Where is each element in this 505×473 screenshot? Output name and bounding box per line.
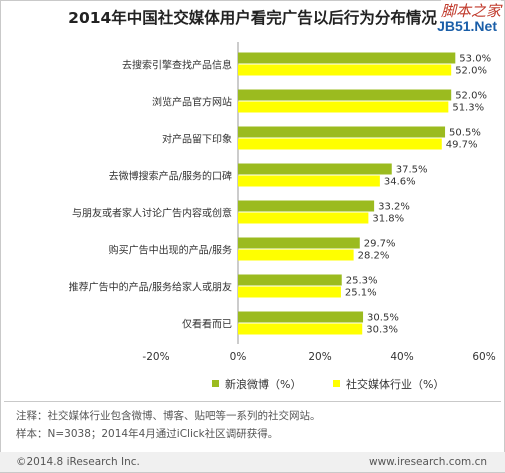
data-label: 25.3% bbox=[346, 276, 378, 287]
bar-weibo bbox=[238, 89, 452, 101]
watermark-url: JB51.Net bbox=[437, 18, 497, 34]
bar-social-media bbox=[238, 323, 363, 335]
data-label: 52.0% bbox=[455, 91, 487, 102]
x-tick-label: 40% bbox=[390, 351, 413, 363]
data-label: 31.8% bbox=[372, 214, 404, 225]
category-label: 与朋友或者家人讨论广告内容或创意 bbox=[72, 207, 232, 220]
category-label: 仅看看而已 bbox=[182, 318, 232, 331]
bar-weibo bbox=[238, 311, 364, 323]
bar-weibo bbox=[238, 200, 375, 212]
legend-item-weibo: 新浪微博（%） bbox=[212, 376, 301, 392]
bar-weibo bbox=[238, 163, 392, 175]
watermark-text: 脚本之家 bbox=[440, 0, 501, 21]
bar-social-media bbox=[238, 286, 341, 298]
bar-weibo bbox=[238, 52, 456, 64]
x-tick-label: 0% bbox=[230, 351, 247, 363]
category-label: 去微博搜索产品/服务的口碑 bbox=[109, 170, 232, 183]
data-label: 30.5% bbox=[367, 313, 399, 324]
footer-bar bbox=[0, 452, 505, 472]
data-label: 52.0% bbox=[455, 66, 487, 77]
data-label: 33.2% bbox=[378, 202, 410, 213]
bar-social-media bbox=[238, 212, 369, 224]
data-label: 28.2% bbox=[358, 251, 390, 262]
bar-social-media bbox=[238, 249, 354, 261]
bar-social-media bbox=[238, 101, 449, 113]
legend-swatch-weibo bbox=[212, 380, 219, 387]
x-tick-label: -20% bbox=[142, 351, 169, 363]
category-label: 对产品留下印象 bbox=[162, 133, 232, 146]
data-label: 34.6% bbox=[384, 177, 416, 188]
copyright: ©2014.8 iResearch Inc. bbox=[16, 456, 140, 468]
legend-label-social-media: 社交媒体行业（%） bbox=[345, 378, 445, 391]
bar-chart: 去搜索引擎查找产品信息53.0%52.0%浏览产品官方网站52.0%51.3%对… bbox=[69, 42, 496, 363]
data-label: 37.5% bbox=[396, 165, 428, 176]
data-label: 25.1% bbox=[345, 288, 377, 299]
data-label: 29.7% bbox=[364, 239, 396, 250]
legend-swatch-social-media bbox=[332, 380, 340, 387]
legend-label-weibo: 新浪微博（%） bbox=[225, 378, 302, 391]
bar-social-media bbox=[238, 175, 380, 187]
data-label: 49.7% bbox=[446, 140, 478, 151]
website-link[interactable]: www.iresearch.com.cn bbox=[368, 456, 487, 468]
category-label: 购买广告中出现的产品/服务 bbox=[109, 244, 232, 257]
legend: 新浪微博（%） 社交媒体行业（%） bbox=[212, 376, 472, 392]
data-label: 53.0% bbox=[459, 54, 491, 65]
sample-text: 样本：N=3038；2014年4月通过iClick社区调研获得。 bbox=[16, 428, 279, 440]
chart-title: 2014年中国社交媒体用户看完广告以后行为分布情况 bbox=[68, 9, 437, 27]
category-label: 推荐广告中的产品/服务给家人或朋友 bbox=[69, 281, 232, 294]
bar-weibo bbox=[238, 126, 446, 138]
divider bbox=[4, 401, 501, 402]
data-label: 30.3% bbox=[366, 325, 398, 336]
x-tick-label: 20% bbox=[308, 351, 331, 363]
data-label: 51.3% bbox=[452, 103, 484, 114]
category-label: 浏览产品官方网站 bbox=[152, 96, 232, 109]
legend-item-social-media: 社交媒体行业（%） bbox=[332, 376, 445, 392]
x-tick-label: 60% bbox=[472, 351, 495, 363]
bar-social-media bbox=[238, 64, 452, 76]
bar-weibo bbox=[238, 274, 342, 286]
bar-social-media bbox=[238, 138, 442, 150]
bar-weibo bbox=[238, 237, 360, 249]
note-text: 注释：社交媒体行业包含微博、博客、贴吧等一系列的社交网站。 bbox=[16, 410, 321, 422]
category-label: 去搜索引擎查找产品信息 bbox=[122, 59, 232, 72]
data-label: 50.5% bbox=[449, 128, 481, 139]
